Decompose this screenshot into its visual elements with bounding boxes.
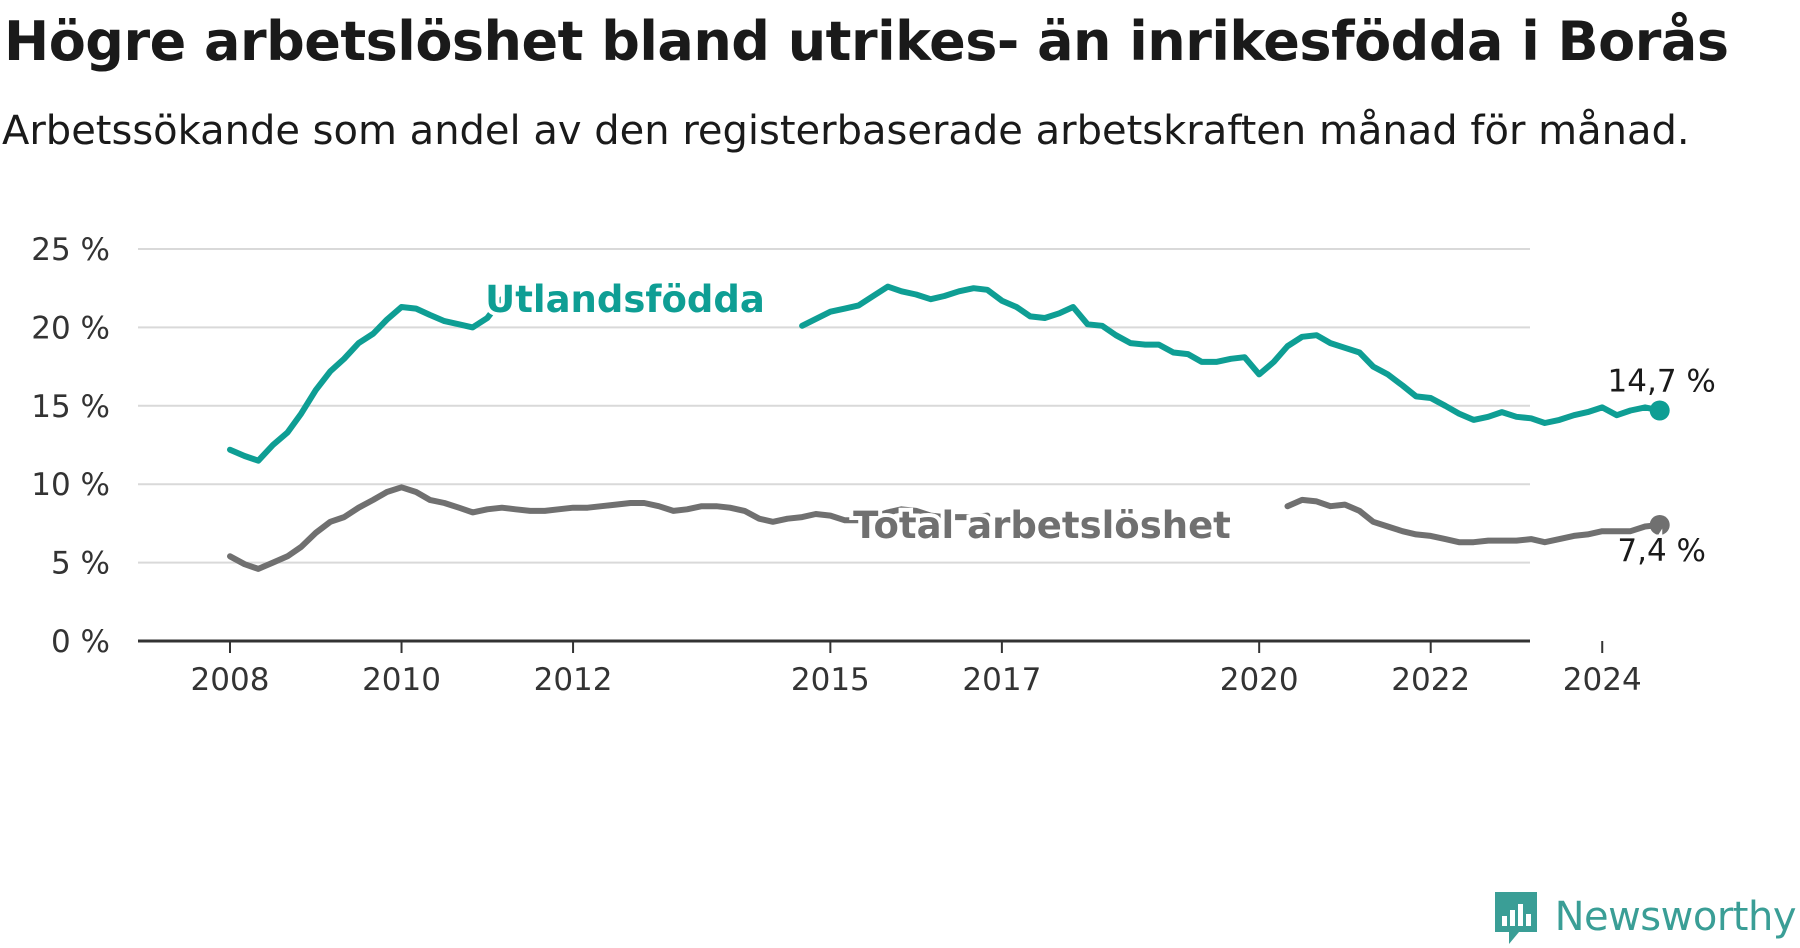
chart-title: Högre arbetslöshet bland utrikes- än inr… — [4, 10, 1729, 73]
series-labels: Utlandsfödda Total arbetslöshet 14,7 % 7,4 … — [481, 274, 1719, 572]
x-tick-label: 2022 — [1391, 662, 1470, 698]
line-chart: 0 %5 %10 %15 %20 %25 % 2008 2010 2012 2015 2… — [31, 232, 1719, 698]
series-line — [227, 291, 572, 464]
series-label-utlandsfodda: Utlandsfödda — [485, 278, 765, 321]
series-end-point — [1649, 514, 1670, 535]
x-tick-label: 2012 — [534, 662, 613, 698]
end-value-label-utlandsfodda: 14,7 % — [1608, 364, 1716, 400]
series-line — [1284, 496, 1663, 546]
chart-subtitle: Arbetssökande som andel av den registerb… — [2, 108, 1690, 154]
x-axis: 2008 2010 2012 2015 2017 2020 2022 2024 — [138, 639, 1642, 698]
y-axis-tick-labels: 0 % 5 % 10 % 15 % 20 % 25 % — [31, 232, 110, 660]
x-tick-label: 2010 — [362, 662, 441, 698]
bar-chart-speech-bubble-icon — [1494, 892, 1537, 944]
x-tick-label: 2015 — [791, 662, 870, 698]
y-tick-label: 10 % — [31, 467, 110, 503]
series-line — [799, 283, 1663, 426]
grid-lines — [138, 248, 1530, 564]
brand-name: Newsworthy — [1554, 894, 1797, 940]
y-tick-label: 20 % — [31, 310, 110, 346]
y-tick-label: 5 % — [51, 546, 110, 582]
series-lines — [227, 283, 1670, 572]
x-tick-label: 2020 — [1220, 662, 1299, 698]
series-line — [227, 484, 991, 572]
x-tick-label: 2024 — [1563, 662, 1642, 698]
end-value-label-total: 7,4 % — [1617, 533, 1706, 569]
series-label-total: Total arbetslöshet — [853, 504, 1231, 547]
y-tick-label: 0 % — [51, 624, 110, 660]
x-tick-label: 2008 — [191, 662, 270, 698]
y-tick-label: 25 % — [31, 232, 110, 268]
x-tick-label: 2017 — [962, 662, 1041, 698]
series-end-point — [1649, 400, 1670, 421]
brand-logo: Newsworthy — [1491, 888, 1797, 946]
y-tick-label: 15 % — [31, 389, 110, 425]
